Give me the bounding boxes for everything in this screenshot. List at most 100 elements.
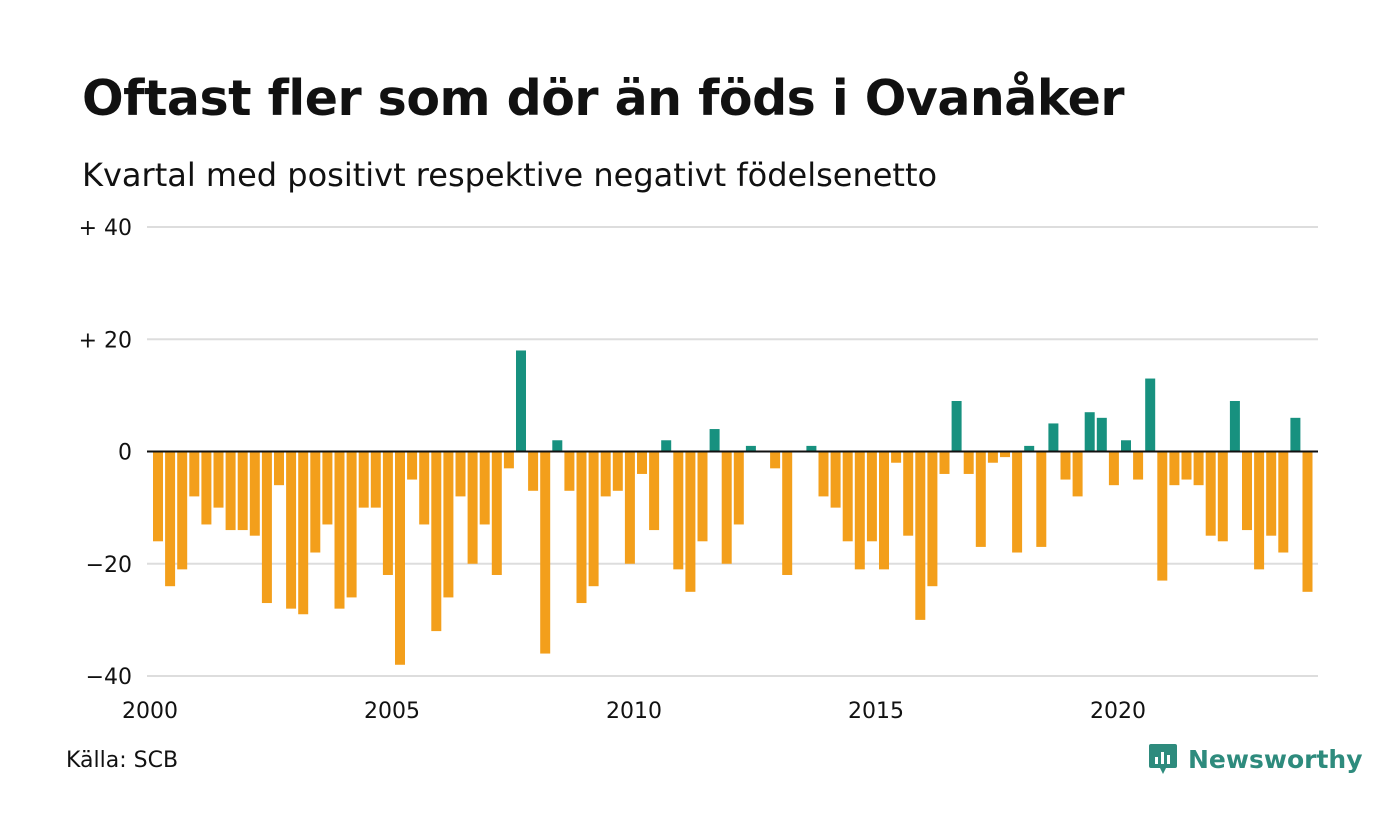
grid-lines xyxy=(147,226,1318,677)
bar xyxy=(951,400,962,452)
bar xyxy=(1157,451,1168,581)
bar xyxy=(745,445,756,452)
bar xyxy=(1193,451,1204,486)
bar xyxy=(661,440,672,452)
bar xyxy=(213,451,224,508)
bar xyxy=(358,451,369,508)
bar xyxy=(1302,451,1313,592)
bar xyxy=(576,451,587,604)
bar xyxy=(443,451,454,598)
bar xyxy=(1000,451,1010,458)
bar xyxy=(1072,451,1083,497)
x-tick-label: 2005 xyxy=(364,699,420,724)
bars xyxy=(153,350,1313,665)
bar xyxy=(770,451,781,469)
brand-logo[interactable]: Newsworthy xyxy=(1148,742,1363,776)
bar xyxy=(1024,445,1035,452)
bar xyxy=(225,451,236,531)
bar xyxy=(419,451,430,525)
bar xyxy=(624,451,635,564)
bar xyxy=(709,429,720,452)
bar xyxy=(564,451,575,491)
bar xyxy=(1036,451,1047,547)
bar xyxy=(697,451,708,542)
bar xyxy=(249,451,260,536)
bar xyxy=(395,451,405,665)
bar xyxy=(939,451,950,474)
bar xyxy=(915,451,926,620)
y-tick-label: + 40 xyxy=(79,216,132,241)
chart-subtitle: Kvartal med positivt respektive negativt… xyxy=(82,156,938,194)
bar xyxy=(600,451,611,497)
bar xyxy=(1121,440,1131,452)
bar xyxy=(673,451,684,570)
bar xyxy=(153,451,163,542)
bar xyxy=(637,451,647,474)
bar xyxy=(806,445,817,452)
bar xyxy=(298,451,309,615)
bar xyxy=(334,451,345,609)
bar xyxy=(733,451,744,525)
bar xyxy=(612,451,623,491)
bar xyxy=(963,451,974,474)
x-tick-label: 2020 xyxy=(1090,699,1146,724)
bar xyxy=(165,451,176,587)
y-axis-tick-labels: −40 −20 0 + 20 + 40 xyxy=(79,216,132,690)
y-tick-label: 0 xyxy=(118,441,132,466)
y-tick-label: −20 xyxy=(86,553,132,578)
bar xyxy=(1133,451,1144,480)
bar xyxy=(1217,451,1228,542)
bar xyxy=(588,451,599,587)
bar xyxy=(407,451,418,480)
bar xyxy=(879,451,889,570)
bar xyxy=(1205,451,1216,536)
bar xyxy=(503,451,514,469)
bar xyxy=(842,451,853,542)
bar xyxy=(1278,451,1289,553)
bar xyxy=(552,440,563,452)
bar xyxy=(927,451,938,587)
bar xyxy=(431,451,442,632)
bar xyxy=(830,451,841,508)
bar xyxy=(1145,378,1156,452)
bar xyxy=(274,451,284,486)
bar xyxy=(818,451,829,497)
bar xyxy=(854,451,865,570)
bar xyxy=(1266,451,1277,536)
source-note: Källa: SCB xyxy=(66,748,179,773)
bar xyxy=(1060,451,1071,480)
bar xyxy=(1084,412,1095,452)
bar xyxy=(1254,451,1265,570)
bar xyxy=(237,451,248,531)
chart-title: Oftast fler som dör än föds i Ovanåker xyxy=(82,70,1125,127)
bar xyxy=(1290,417,1301,452)
newsworthy-logo-icon xyxy=(1149,744,1177,774)
x-tick-label: 2015 xyxy=(848,699,904,724)
bar xyxy=(1012,451,1023,553)
bar xyxy=(866,451,877,542)
x-tick-label: 2010 xyxy=(606,699,662,724)
bar xyxy=(346,451,357,598)
bar xyxy=(370,451,381,508)
bar xyxy=(649,451,660,531)
bar xyxy=(189,451,200,497)
bar xyxy=(1181,451,1192,480)
bar xyxy=(721,451,732,564)
bar xyxy=(382,451,393,575)
bar xyxy=(286,451,297,609)
bar xyxy=(479,451,490,525)
bar xyxy=(891,451,902,463)
bar xyxy=(455,451,466,497)
bar xyxy=(975,451,986,547)
bar xyxy=(491,451,502,575)
y-tick-label: + 20 xyxy=(79,328,132,353)
bar xyxy=(540,451,551,654)
bar xyxy=(1108,451,1119,486)
bar xyxy=(261,451,272,604)
bar xyxy=(903,451,914,536)
bar xyxy=(201,451,212,525)
bar xyxy=(322,451,333,525)
bar xyxy=(782,451,793,575)
bar xyxy=(1229,400,1240,452)
